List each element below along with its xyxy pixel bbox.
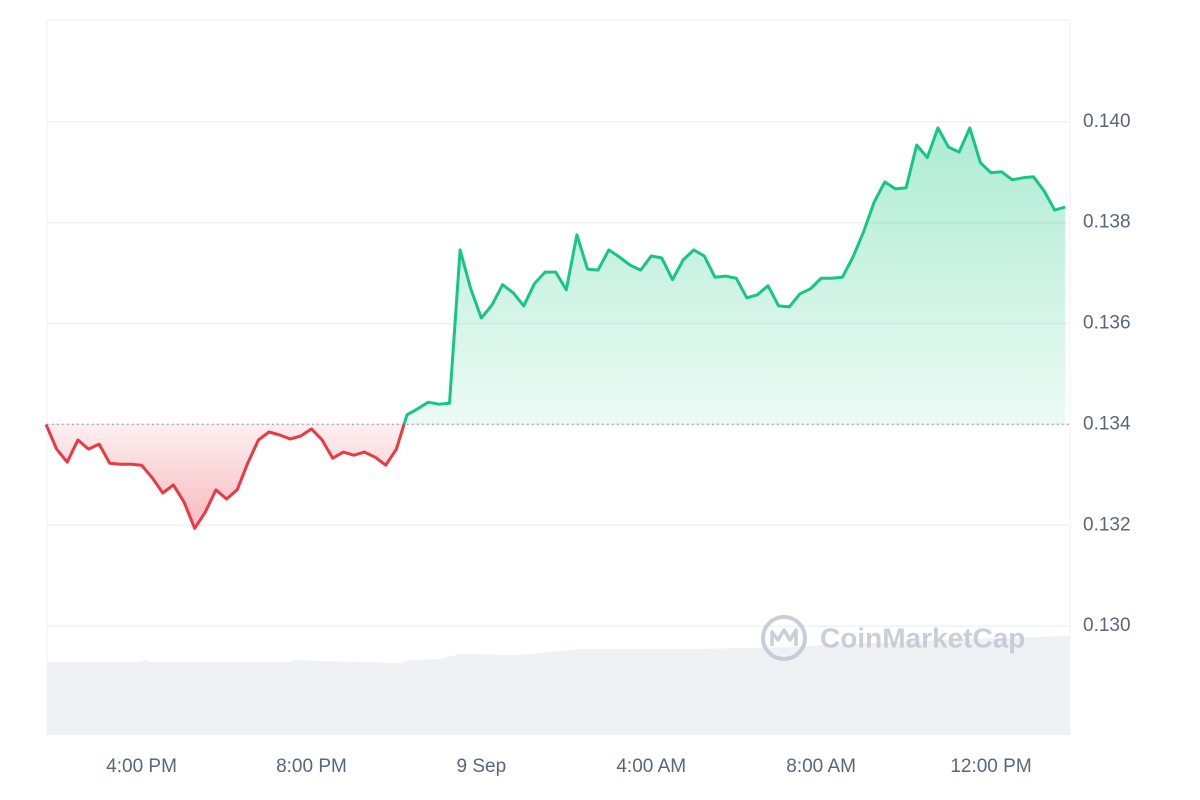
y-tick-label: 0.136 [1083,313,1131,334]
x-tick-label: 4:00 PM [106,756,177,777]
y-tick-label: 0.132 [1083,514,1131,535]
x-tick-label: 9 Sep [457,756,507,777]
y-tick-label: 0.140 [1083,111,1131,132]
x-tick-label: 8:00 AM [786,756,856,777]
x-tick-label: 12:00 PM [950,756,1031,777]
watermark: CoinMarketCap [761,615,1025,661]
volume-area [47,636,1070,735]
x-tick-label: 4:00 AM [616,756,686,777]
y-tick-label: 0.130 [1083,615,1131,636]
price-line [44,126,1066,530]
x-tick-label: 8:00 PM [276,756,347,777]
y-tick-label: 0.134 [1083,413,1131,434]
y-tick-label: 0.138 [1083,212,1131,233]
price-area [46,127,1066,529]
watermark-text: CoinMarketCap [820,622,1025,653]
